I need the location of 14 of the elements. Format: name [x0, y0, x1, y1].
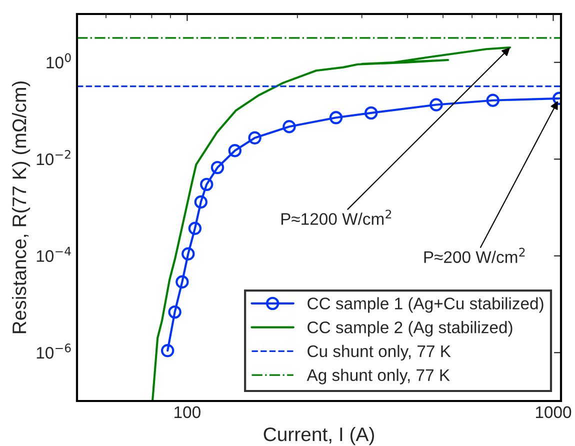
legend-label: CC sample 1 (Ag+Cu stabilized): [308, 297, 544, 313]
y-tick-label: 10$^{−6}$: [36, 343, 71, 359]
y-tick-label: 10$^{−2}$: [36, 150, 70, 166]
x-tick-label: 100: [174, 406, 200, 418]
x-axis-title: Current, I (A): [264, 426, 374, 446]
y-tick-label: 10$^{−4}$: [36, 246, 71, 262]
legend-label: Ag shunt only, 77 K: [306, 368, 450, 384]
y-tick-label: 10$^{0}$: [46, 53, 71, 68]
annotation: P≈200 W/cm$^{2}$: [424, 248, 525, 263]
legend-label: CC sample 2 (Ag stabilized): [308, 321, 512, 337]
y-axis-title: Resistance, R(77 K) (mΩ/cm): [12, 82, 30, 334]
legend-label: Cu shunt only, 77 K: [308, 344, 451, 360]
x-tick-label: 1000: [536, 406, 572, 418]
annotation: P≈1200 W/cm$^{2}$: [281, 210, 392, 225]
